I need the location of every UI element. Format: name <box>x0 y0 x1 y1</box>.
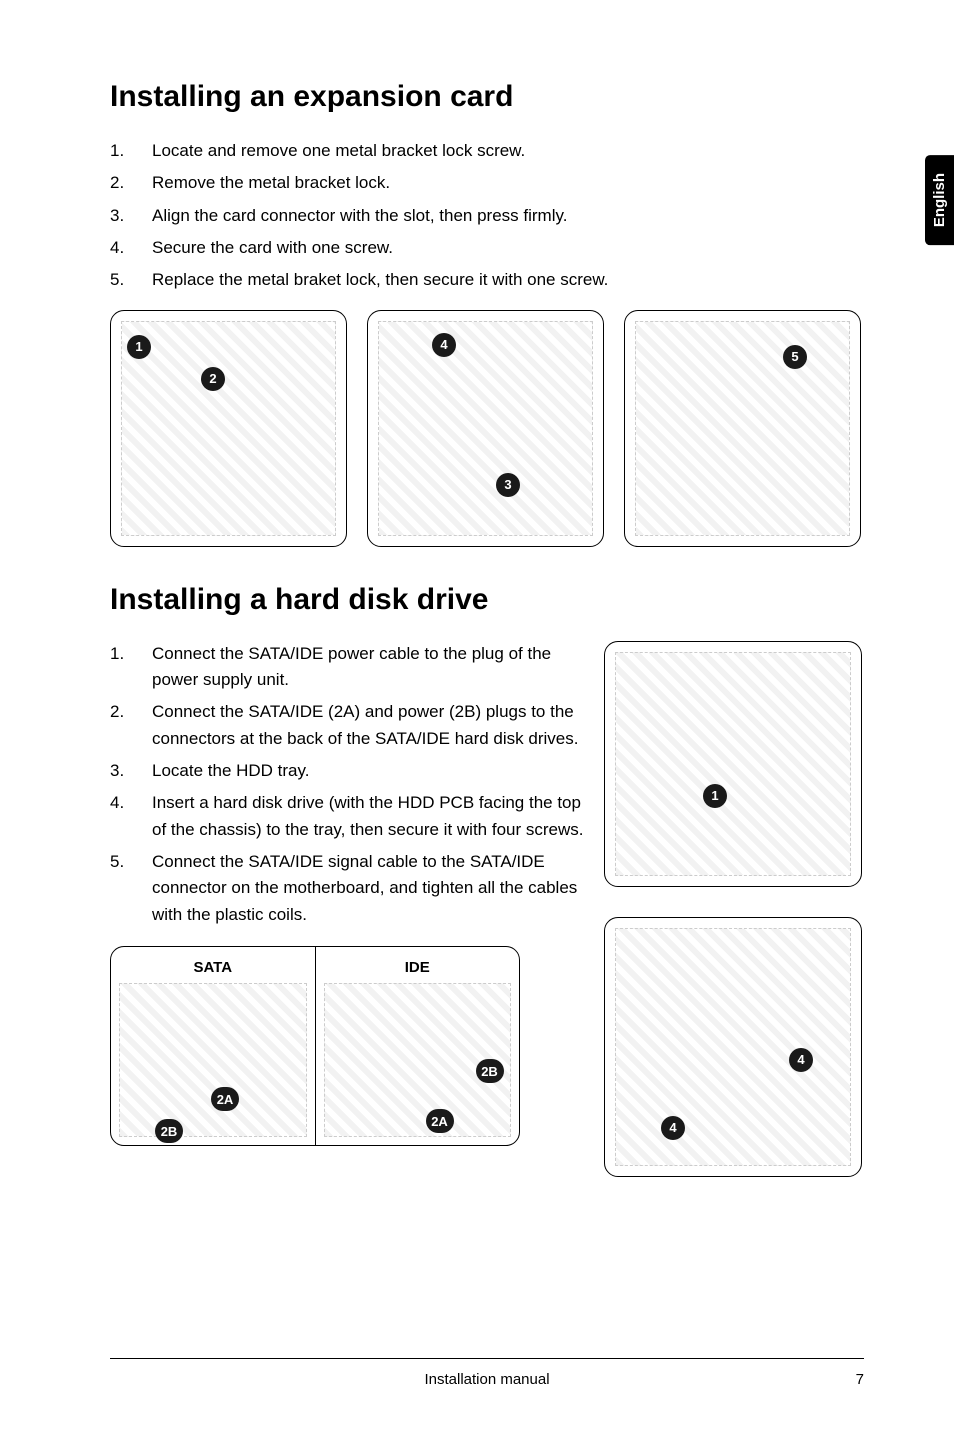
step-number: 3. <box>110 203 152 229</box>
list-item: 5.Connect the SATA/IDE signal cable to t… <box>110 849 588 928</box>
diagram-placeholder <box>635 321 850 536</box>
section2-right-column: 1 4 4 <box>604 641 864 1177</box>
diagram-placeholder <box>378 321 593 536</box>
step-text: Align the card connector with the slot, … <box>152 203 864 229</box>
callout-badge: 2B <box>476 1059 504 1083</box>
step-text: Connect the SATA/IDE signal cable to the… <box>152 849 588 928</box>
step-number: 4. <box>110 790 152 843</box>
page-footer: Installation manual 7 <box>110 1358 864 1388</box>
list-item: 4.Insert a hard disk drive (with the HDD… <box>110 790 588 843</box>
hdd-ide-label: IDE <box>316 959 520 976</box>
list-item: 1.Locate and remove one metal bracket lo… <box>110 138 864 164</box>
footer-page-number: 7 <box>856 1371 864 1388</box>
diagram-placeholder <box>615 652 851 876</box>
diagram-placeholder <box>119 983 307 1137</box>
callout-badge: 2A <box>211 1087 239 1111</box>
step-text: Connect the SATA/IDE (2A) and power (2B)… <box>152 699 588 752</box>
step-text: Locate the HDD tray. <box>152 758 588 784</box>
section2-heading: Installing a hard disk drive <box>110 583 864 617</box>
language-tab: English <box>925 155 954 245</box>
figure-expansion-step5: 5 <box>624 310 861 547</box>
callout-badge: 4 <box>432 333 456 357</box>
diagram-placeholder <box>121 321 336 536</box>
step-text: Remove the metal bracket lock. <box>152 170 864 196</box>
step-number: 5. <box>110 267 152 293</box>
list-item: 4.Secure the card with one screw. <box>110 235 864 261</box>
step-number: 4. <box>110 235 152 261</box>
hdd-ide-column: IDE 2B 2A <box>315 947 520 1145</box>
step-number: 3. <box>110 758 152 784</box>
step-number: 5. <box>110 849 152 928</box>
callout-badge: 2B <box>155 1119 183 1143</box>
callout-badge: 4 <box>661 1116 685 1140</box>
figure-hdd-power-cable: 1 <box>604 641 862 887</box>
section1-steps: 1.Locate and remove one metal bracket lo… <box>110 138 864 294</box>
step-text: Replace the metal braket lock, then secu… <box>152 267 864 293</box>
list-item: 1.Connect the SATA/IDE power cable to th… <box>110 641 588 694</box>
step-text: Connect the SATA/IDE power cable to the … <box>152 641 588 694</box>
step-number: 1. <box>110 641 152 694</box>
list-item: 5.Replace the metal braket lock, then se… <box>110 267 864 293</box>
hdd-sata-column: SATA 2A 2B <box>111 947 315 1145</box>
callout-badge: 1 <box>703 784 727 808</box>
list-item: 2.Connect the SATA/IDE (2A) and power (2… <box>110 699 588 752</box>
figure-expansion-step1-2: 1 2 <box>110 310 347 547</box>
hdd-sata-label: SATA <box>111 959 315 976</box>
callout-badge: 4 <box>789 1048 813 1072</box>
section2-body: 1.Connect the SATA/IDE power cable to th… <box>110 641 864 1177</box>
figure-expansion-step3-4: 4 3 <box>367 310 604 547</box>
callout-badge: 5 <box>783 345 807 369</box>
step-number: 2. <box>110 699 152 752</box>
section1-heading: Installing an expansion card <box>110 80 864 114</box>
callout-badge: 2 <box>201 367 225 391</box>
hdd-connector-figure: SATA 2A 2B IDE 2B 2A <box>110 946 520 1146</box>
step-text: Locate and remove one metal bracket lock… <box>152 138 864 164</box>
footer-title: Installation manual <box>424 1371 549 1388</box>
step-number: 2. <box>110 170 152 196</box>
section1-figure-row: 1 2 4 3 5 <box>110 310 864 547</box>
step-text: Secure the card with one screw. <box>152 235 864 261</box>
list-item: 2.Remove the metal bracket lock. <box>110 170 864 196</box>
callout-badge: 2A <box>426 1109 454 1133</box>
diagram-placeholder <box>615 928 851 1166</box>
callout-badge: 3 <box>496 473 520 497</box>
figure-hdd-tray: 4 4 <box>604 917 862 1177</box>
step-text: Insert a hard disk drive (with the HDD P… <box>152 790 588 843</box>
callout-badge: 1 <box>127 335 151 359</box>
list-item: 3.Locate the HDD tray. <box>110 758 588 784</box>
step-number: 1. <box>110 138 152 164</box>
section2-steps: 1.Connect the SATA/IDE power cable to th… <box>110 641 588 928</box>
section2-left-column: 1.Connect the SATA/IDE power cable to th… <box>110 641 588 1177</box>
list-item: 3.Align the card connector with the slot… <box>110 203 864 229</box>
